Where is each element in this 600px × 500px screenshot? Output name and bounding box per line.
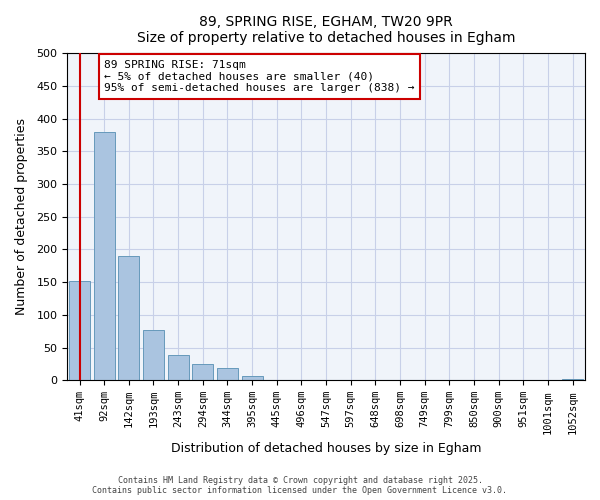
Text: 89 SPRING RISE: 71sqm
← 5% of detached houses are smaller (40)
95% of semi-detac: 89 SPRING RISE: 71sqm ← 5% of detached h… [104, 60, 415, 93]
Bar [143, 330, 164, 380]
Text: Contains HM Land Registry data © Crown copyright and database right 2025.
Contai: Contains HM Land Registry data © Crown c… [92, 476, 508, 495]
X-axis label: Distribution of detached houses by size in Egham: Distribution of detached houses by size … [171, 442, 481, 455]
Bar [242, 376, 263, 380]
Bar [118, 256, 139, 380]
Bar [217, 368, 238, 380]
Bar [562, 379, 583, 380]
Title: 89, SPRING RISE, EGHAM, TW20 9PR
Size of property relative to detached houses in: 89, SPRING RISE, EGHAM, TW20 9PR Size of… [137, 15, 515, 45]
Y-axis label: Number of detached properties: Number of detached properties [15, 118, 28, 316]
Bar [94, 132, 115, 380]
Bar [193, 364, 213, 380]
Bar [167, 356, 188, 380]
Bar [69, 281, 90, 380]
